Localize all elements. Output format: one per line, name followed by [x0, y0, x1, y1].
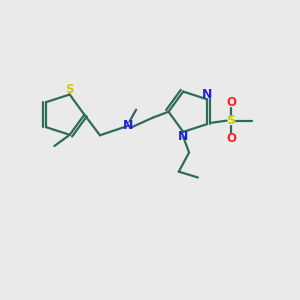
Text: O: O	[226, 132, 236, 146]
Text: N: N	[202, 88, 213, 101]
Text: N: N	[177, 130, 188, 143]
Text: O: O	[226, 96, 236, 109]
Text: N: N	[123, 119, 133, 132]
Text: S: S	[65, 83, 74, 96]
Text: S: S	[226, 114, 236, 127]
